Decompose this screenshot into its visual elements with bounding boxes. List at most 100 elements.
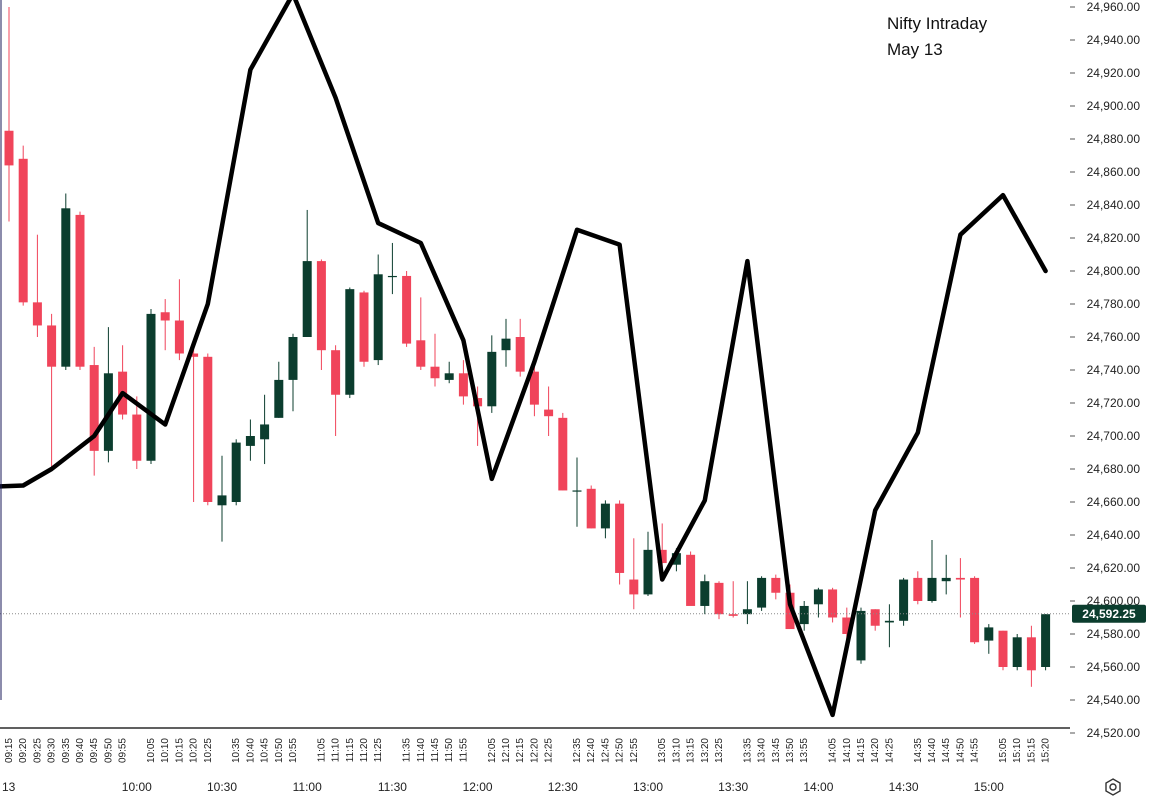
x-major-tick-label: 10:30	[207, 780, 237, 794]
x-minor-tick-label: 10:15	[174, 738, 185, 763]
candle-11:45	[430, 333, 440, 387]
x-minor-tick-label: 13:45	[771, 738, 782, 763]
x-minor-tick-label: 14:55	[970, 738, 981, 763]
candle-14:50	[955, 558, 965, 618]
candle-15:05	[998, 630, 1008, 671]
x-major-tick-label: 13:30	[718, 780, 748, 794]
x-minor-tick-label: 15:05	[998, 738, 1009, 763]
price-tag-label: 24,592.25	[1082, 607, 1136, 621]
candle-body	[487, 351, 497, 407]
y-tick-label: 24,800.00	[1087, 264, 1141, 278]
x-major-tick-label: 11:00	[293, 780, 322, 794]
x-minor-tick-label: 09:40	[75, 738, 86, 763]
candle-14:40	[927, 539, 937, 603]
candle-15:15	[1026, 625, 1036, 687]
candle-body	[89, 365, 99, 451]
y-tick-label: 24,720.00	[1087, 396, 1141, 410]
x-minor-tick-label: 13:20	[700, 738, 711, 763]
candle-body	[572, 490, 582, 492]
y-tick-label: 24,780.00	[1087, 297, 1141, 311]
x-major-tick-label: 12:30	[548, 780, 578, 794]
candle-13:30	[728, 581, 738, 618]
y-tick-label: 24,740.00	[1087, 363, 1141, 377]
x-minor-tick-label: 15:10	[1012, 738, 1023, 763]
x-major-tick-label: 10:00	[122, 780, 152, 794]
candle-12:35	[572, 457, 582, 527]
x-minor-tick-label: 09:15	[4, 738, 15, 763]
candle-body	[671, 553, 681, 565]
y-tick-label: 24,940.00	[1087, 33, 1141, 47]
candle-11:55	[458, 360, 468, 405]
candle-body	[444, 373, 454, 380]
x-minor-tick-label: 10:10	[160, 738, 171, 763]
x-minor-tick-label: 09:20	[18, 738, 29, 763]
x-minor-tick-label: 10:55	[288, 738, 299, 763]
y-tick-label: 24,680.00	[1087, 462, 1141, 476]
candle-13:45	[771, 574, 781, 600]
candle-11:50	[444, 361, 454, 384]
x-minor-tick-label: 14:45	[941, 738, 952, 763]
candle-body	[941, 577, 951, 582]
y-tick-label: 24,660.00	[1087, 495, 1141, 509]
annotation-date: May 13	[887, 40, 943, 59]
candle-14:10	[842, 607, 852, 641]
candle-10:20	[189, 340, 199, 502]
x-minor-tick-label: 14:05	[828, 738, 839, 763]
x-minor-tick-label: 13:35	[742, 738, 753, 763]
x-minor-tick-label: 15:15	[1026, 738, 1037, 763]
x-minor-tick-label: 12:40	[586, 738, 597, 763]
candle-11:00	[302, 209, 312, 337]
candle-body	[558, 417, 568, 491]
x-major-tick-label: 14:30	[889, 780, 919, 794]
x-minor-tick-label: 14:15	[856, 738, 867, 763]
candle-body	[984, 627, 994, 641]
candle-body	[742, 609, 752, 615]
candle-09:30	[47, 313, 57, 471]
x-minor-tick-label: 10:20	[189, 738, 200, 763]
candle-body	[714, 582, 724, 615]
x-minor-tick-label: 12:25	[544, 738, 555, 763]
candle-body	[856, 610, 866, 661]
candle-body	[998, 630, 1008, 667]
y-tick-label: 24,540.00	[1087, 693, 1141, 707]
x-minor-tick-label: 10:35	[231, 738, 242, 763]
candle-14:05	[828, 587, 838, 623]
candle-body	[18, 158, 28, 303]
x-minor-tick-label: 12:35	[572, 738, 583, 763]
y-tick-label: 24,620.00	[1087, 561, 1141, 575]
x-axis: 09:15 09:20 09:25 09:30 09:35 09:40 09:45 09:50…	[4, 738, 1052, 794]
candle-body	[899, 579, 909, 621]
y-tick-label: 24,840.00	[1087, 198, 1141, 212]
candle-15:20	[1041, 614, 1051, 671]
candle-body	[61, 208, 71, 367]
candle-13:25	[714, 581, 724, 620]
x-minor-tick-label: 12:20	[529, 738, 540, 763]
candle-13:55	[799, 601, 809, 631]
candle-body	[771, 577, 781, 593]
candle-body	[217, 495, 227, 506]
y-axis: 24,520.00 24,540.00 24,560.00 24,580.00 24,6…	[1070, 0, 1140, 740]
candle-12:10	[501, 318, 511, 367]
x-minor-tick-label: 11:25	[373, 738, 384, 763]
candle-11:20	[359, 290, 369, 367]
candle-12:20	[529, 360, 539, 417]
candle-body	[146, 313, 156, 461]
candle-body	[643, 549, 653, 595]
candle-body	[970, 577, 980, 643]
candle-body	[1041, 614, 1051, 667]
candle-12:05	[487, 335, 497, 413]
candle-10:00	[132, 396, 142, 469]
settings-gear-icon[interactable]	[1105, 778, 1121, 796]
candle-14:55	[970, 576, 980, 644]
candle-13:05	[657, 523, 667, 568]
candle-10:30	[217, 455, 227, 542]
y-tick-label: 24,560.00	[1087, 660, 1141, 674]
candle-body	[274, 379, 284, 418]
candle-body	[686, 554, 696, 606]
candle-10:15	[174, 279, 184, 361]
x-minor-tick-label: 09:55	[118, 738, 129, 763]
candle-11:05	[316, 259, 326, 370]
candle-10:10	[160, 299, 170, 351]
